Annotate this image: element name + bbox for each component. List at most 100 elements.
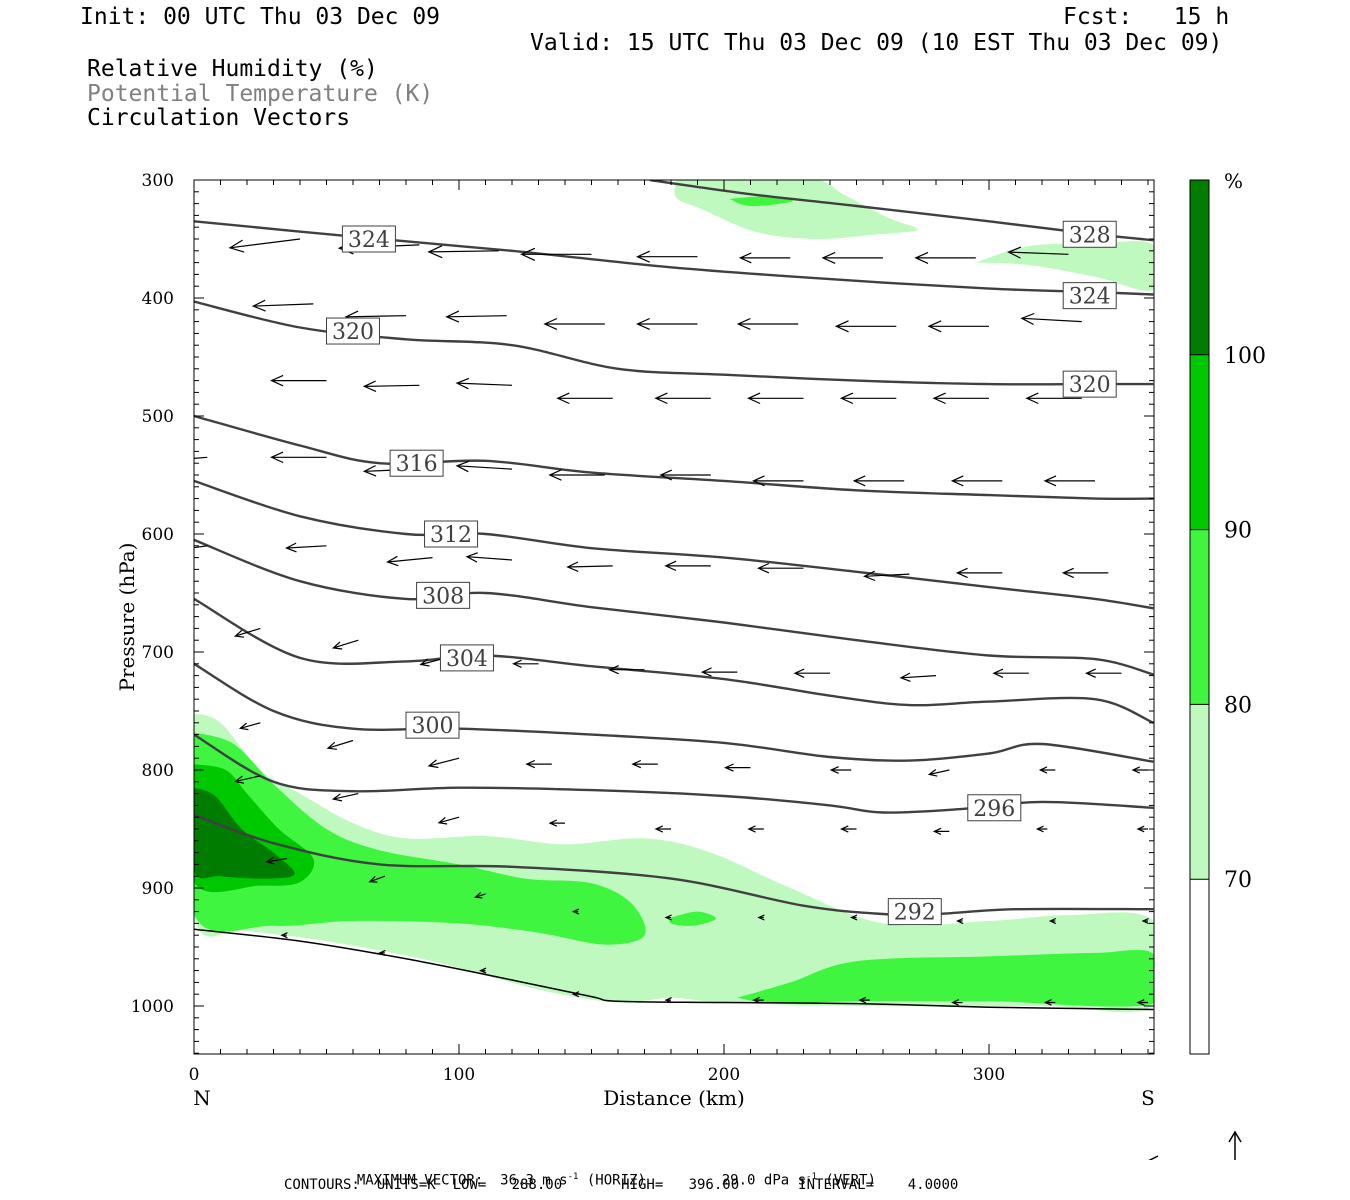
theta-label-text: 300 <box>412 714 454 739</box>
theta-label-box <box>967 794 1022 822</box>
init-time: Init: 00 UTC Thu 03 Dec 09 <box>80 4 441 30</box>
circulation-vector <box>479 967 487 974</box>
reference-vector <box>1148 1130 1242 1160</box>
circulation-vector <box>747 392 804 405</box>
circulation-vector <box>228 238 301 253</box>
x-tick-label: 0 <box>189 1065 200 1085</box>
circulation-vector <box>386 555 433 567</box>
exp-horiz: -1 <box>567 1172 579 1182</box>
circulation-vector <box>738 252 791 264</box>
circulation-vector <box>631 759 658 769</box>
theta-label-box <box>1062 282 1117 310</box>
vert-unit: (VERT) <box>825 1172 876 1189</box>
valid-time: Valid: 15 UTC Thu 03 Dec 09 (10 EST Thu … <box>530 30 1223 56</box>
theta-label-text: 324 <box>348 228 390 253</box>
circulation-vector <box>285 542 327 553</box>
theta-label-296: 296 <box>967 794 1022 822</box>
circulation-vector <box>654 825 671 833</box>
circulation-vector <box>265 856 287 865</box>
theta-label-312: 312 <box>424 520 479 548</box>
theta-label-316: 316 <box>389 449 444 477</box>
circulation-vector <box>932 392 989 405</box>
circulation-vector <box>445 310 507 323</box>
y-tick-label: 500 <box>142 407 174 427</box>
rh-region-70-0 <box>194 713 1154 1013</box>
circulation-vector <box>834 320 897 333</box>
circulation-vector <box>331 639 359 650</box>
circulation-vector <box>927 320 989 333</box>
horiz-unit: (HORIZ) <box>586 1172 646 1189</box>
rh-region-70-8 <box>975 241 1154 291</box>
y-tick-label: 700 <box>142 643 174 663</box>
max-vector-line: MAXIMUM VECTOR: 36.3 m s-1 (HORIZ) 29.0 … <box>340 1159 876 1188</box>
circulation-vector <box>571 908 580 915</box>
circulation-vector <box>520 247 592 261</box>
circulation-vector <box>326 739 354 750</box>
theta-label-box <box>405 711 460 739</box>
circulation-vector <box>992 668 1029 678</box>
circulation-vector <box>636 250 698 263</box>
rh-region-70-6 <box>674 180 918 240</box>
circulation-vector <box>821 251 883 264</box>
circulation-vector <box>368 875 386 883</box>
circulation-vector <box>194 545 208 549</box>
circulation-vector <box>525 759 552 769</box>
circulation-vector <box>331 793 359 802</box>
circulation-vector <box>1061 567 1109 579</box>
circulation-vector <box>548 819 565 827</box>
max-horizontal-vector: 36.3 m s <box>500 1172 568 1189</box>
circulation-vector <box>927 769 950 777</box>
circulation-vector <box>455 377 513 390</box>
circulation-vector <box>1136 825 1148 833</box>
theta-contour-292 <box>194 813 1154 916</box>
cross-section-chart: 292 296 300 304 308 312 316 320 320 324 324 328 0 10… <box>115 169 1266 1160</box>
circulation-vector <box>1035 825 1048 833</box>
circulation-vector <box>664 560 711 572</box>
circulation-vector <box>664 997 672 1004</box>
circulation-vector <box>556 392 613 405</box>
theta-label-box <box>1062 370 1117 398</box>
circulation-vector <box>194 456 208 459</box>
y-tick-label: 600 <box>142 525 174 545</box>
theta-label-304: 304 <box>439 644 494 672</box>
circulation-vector <box>1007 246 1069 259</box>
circulation-vector <box>251 299 314 312</box>
y-tick-label: 400 <box>142 289 174 309</box>
circulation-vector <box>863 570 910 582</box>
y-axis-title: Pressure (hPa) <box>115 543 139 692</box>
field-relative-humidity: Relative Humidity (%) <box>87 56 378 82</box>
circulation-vector <box>757 562 804 574</box>
y-tick-label: 800 <box>142 761 174 781</box>
circulation-vector <box>270 451 327 464</box>
circulation-vector <box>1043 999 1056 1006</box>
theta-label-box <box>389 449 444 477</box>
circulation-vector <box>474 892 486 899</box>
circulation-vector <box>757 914 765 921</box>
circulation-vector <box>852 475 905 487</box>
theta-label-box <box>326 317 380 345</box>
circulation-vector <box>543 317 605 330</box>
theta-label-box <box>424 520 479 548</box>
circulation-vector <box>280 932 288 939</box>
circulation-vector <box>1048 917 1057 925</box>
theta-label-box <box>887 898 942 926</box>
field-potential-temperature: Potential Temperature (K) <box>87 81 434 107</box>
circulation-vector <box>437 816 460 825</box>
theta-contour-300 <box>194 662 1154 763</box>
circulation-vector <box>752 475 804 487</box>
theta-label-box <box>439 644 494 672</box>
circulation-vector <box>724 763 751 772</box>
circulation-vector <box>752 996 764 1004</box>
colorbar-level-label: 90 <box>1224 519 1252 544</box>
theta-label-text: 292 <box>894 901 936 926</box>
circulation-vector <box>194 244 195 246</box>
circulation-vector <box>238 722 261 731</box>
theta-label-308: 308 <box>416 581 471 609</box>
theta-label-text: 324 <box>1069 285 1111 310</box>
x-tick-label: 300 <box>973 1065 1005 1085</box>
x-tick-label: 200 <box>708 1065 740 1085</box>
circulation-vector <box>899 672 937 682</box>
colorbar-bin-90 <box>1190 354 1209 530</box>
rh-region-80-1 <box>194 732 646 945</box>
x-axis-left-end-label: N <box>193 1086 211 1110</box>
